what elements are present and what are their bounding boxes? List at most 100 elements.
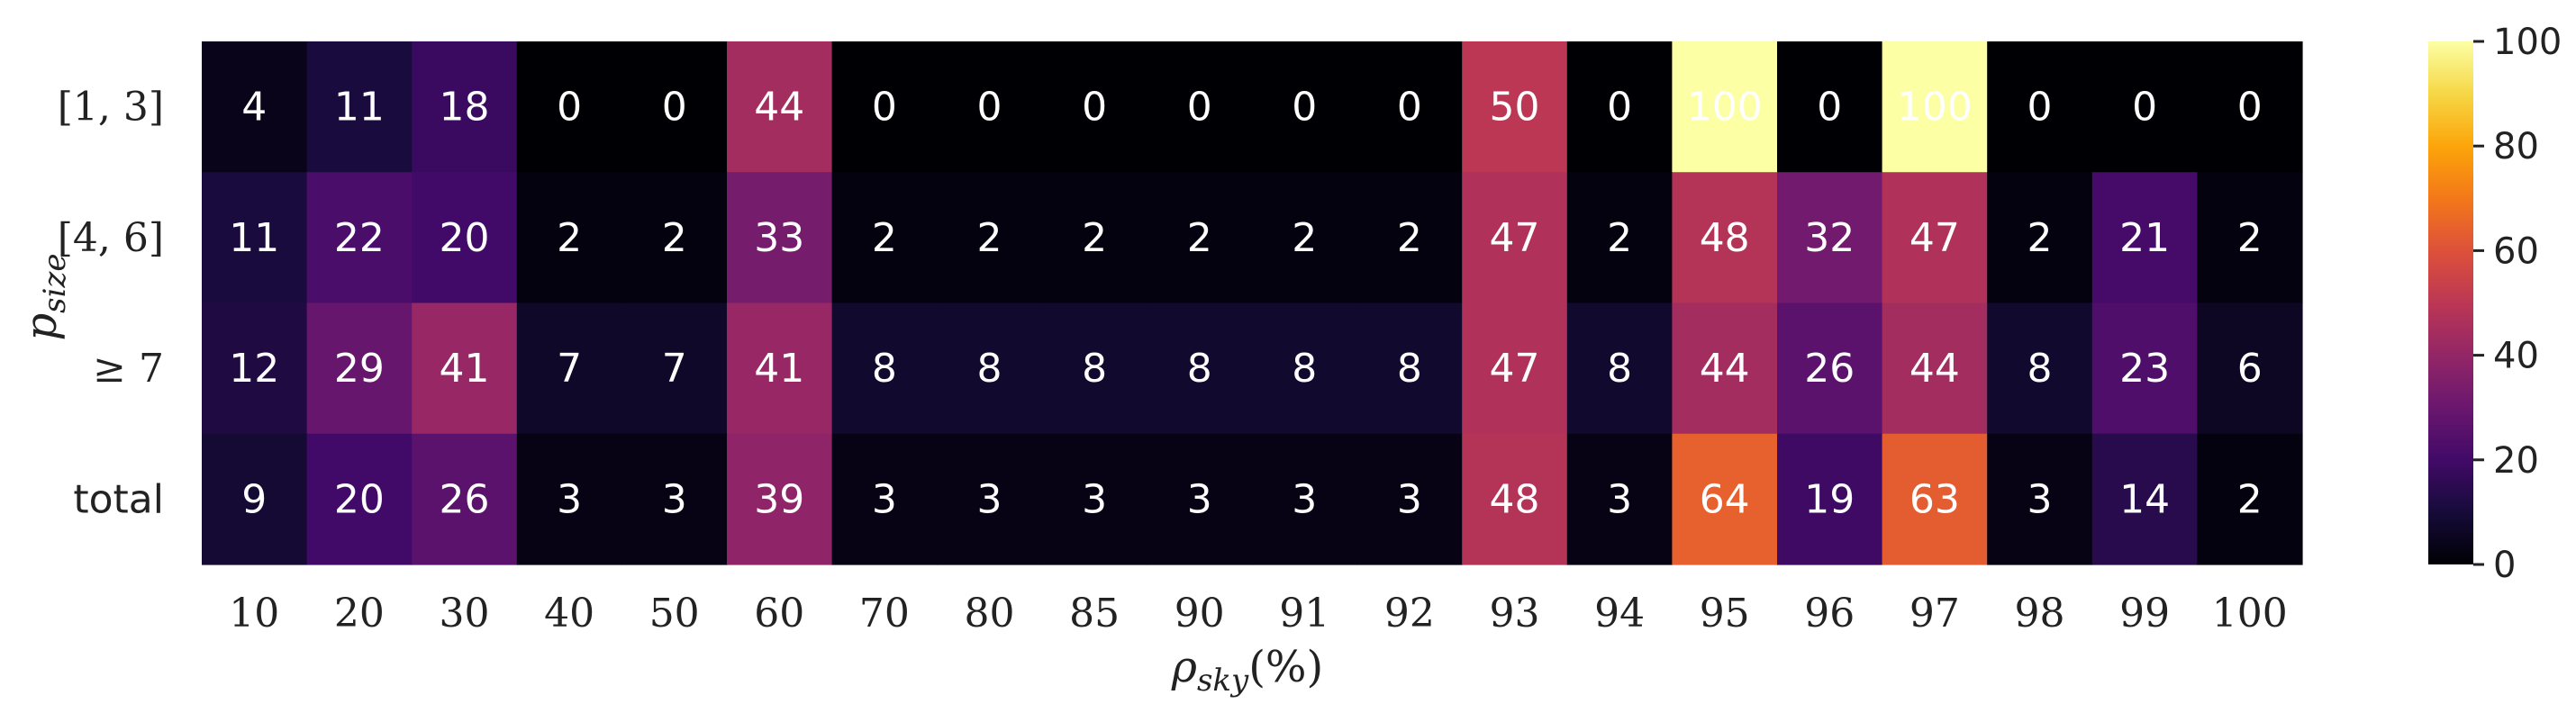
heatmap-cell: [516, 433, 622, 565]
heatmap-cell: [2091, 41, 2198, 173]
heatmap-cell: [412, 433, 518, 565]
heatmap-cell: [1672, 41, 1778, 173]
heatmap-cell: [1147, 172, 1253, 304]
cell-value-label: 2: [1607, 215, 1632, 261]
colorbar-tick-label: 0: [2493, 545, 2516, 586]
heatmap-cell: [412, 172, 518, 304]
cell-value-label: 44: [1909, 346, 1960, 392]
heatmap-cell: [1882, 433, 1988, 565]
cell-value-label: 32: [1804, 215, 1855, 261]
heatmap-cell: [1672, 433, 1778, 565]
cell-value-label: 8: [1607, 346, 1632, 392]
cell-value-label: 2: [1397, 215, 1422, 261]
cell-value-label: 0: [1082, 85, 1107, 131]
heatmap-cell: [1147, 41, 1253, 173]
heatmap-cell: [1987, 302, 2093, 435]
cell-value-label: 11: [334, 85, 385, 131]
cell-value-label: 3: [1292, 476, 1317, 522]
heatmap-cell: [1356, 302, 1463, 435]
heatmap-cell: [1356, 41, 1463, 173]
heatmap-cell: [1462, 172, 1568, 304]
heatmap-cell: [1987, 172, 2093, 304]
heatmap-cell: [831, 433, 938, 565]
y-tick-label: ≥ 7: [93, 346, 164, 392]
heatmap-cell: [1777, 302, 1883, 435]
heatmap-cell: [727, 41, 833, 173]
heatmap-cell: [1356, 172, 1463, 304]
cell-value-label: 23: [2119, 346, 2170, 392]
heatmap-cell: [727, 433, 833, 565]
cell-value-label: 8: [872, 346, 897, 392]
cell-value-label: 3: [2027, 476, 2053, 522]
cell-value-label: 3: [557, 476, 582, 522]
heatmap-cell: [202, 302, 308, 435]
heatmap-cell: [1566, 302, 1673, 435]
cell-value-label: 8: [2027, 346, 2053, 392]
heatmap-cell: [1566, 172, 1673, 304]
heatmap-cell: [621, 433, 728, 565]
x-tick-label: 30: [440, 591, 490, 636]
heatmap-cell: [2091, 172, 2198, 304]
cell-value-label: 2: [1187, 215, 1212, 261]
cell-value-label: 3: [1607, 476, 1632, 522]
cell-value-label: 20: [334, 476, 385, 522]
y-tick-label: total: [73, 476, 164, 522]
colorbar-gradient: [2428, 41, 2473, 564]
cell-value-label: 3: [872, 476, 897, 522]
heatmap-cell: [2091, 302, 2198, 435]
x-tick-label: 100: [2212, 591, 2288, 636]
cell-value-label: 8: [977, 346, 1002, 392]
heatmap-cell: [2197, 433, 2303, 565]
cell-value-label: 47: [1490, 215, 1540, 261]
heatmap-cell: [516, 302, 622, 435]
heatmap-cell-labels: 4 11 18 0 0 44 0 0 0 0 0 0 50 0 100 0 100 0 0 011 22 20 2 2 33 2 2…: [229, 85, 2262, 523]
heatmap-cell: [1462, 41, 1568, 173]
cell-value-label: 50: [1490, 85, 1540, 131]
cell-value-label: 8: [1187, 346, 1212, 392]
cell-value-label: 0: [1292, 85, 1317, 131]
colorbar: 0 20 40 60 80 100: [2428, 22, 2562, 586]
heatmap-cell: [1882, 302, 1988, 435]
cell-value-label: 0: [557, 85, 582, 131]
heatmap-cell: [306, 433, 413, 565]
cell-value-label: 2: [2237, 476, 2263, 522]
heatmap-cell: [306, 172, 413, 304]
cell-value-label: 47: [1909, 215, 1960, 261]
heatmap-cell: [937, 433, 1043, 565]
cell-value-label: 26: [1804, 346, 1855, 392]
cell-value-label: 29: [334, 346, 385, 392]
x-tick-label: 95: [1700, 591, 1750, 636]
heatmap-cell: [1041, 172, 1147, 304]
heatmap-cell: [621, 41, 728, 173]
heatmap-cell: [1566, 41, 1673, 173]
colorbar-tick-label: 20: [2493, 440, 2539, 482]
cell-value-label: 0: [977, 85, 1002, 131]
cell-value-label: 41: [440, 346, 490, 392]
heatmap-cell: [1777, 433, 1883, 565]
cell-value-label: 8: [1082, 346, 1107, 392]
heatmap-cell: [727, 172, 833, 304]
heatmap-cell: [202, 433, 308, 565]
heatmap-cell: [1987, 41, 2093, 173]
cell-value-label: 2: [1292, 215, 1317, 261]
cell-value-label: 21: [2119, 215, 2170, 261]
x-tick-label: 96: [1804, 591, 1855, 636]
cell-value-label: 19: [1804, 476, 1855, 522]
heatmap-cell: [1252, 41, 1358, 173]
x-tick-label: 40: [544, 591, 594, 636]
heatmap-cell: [1356, 433, 1463, 565]
heatmap-cell: [2197, 41, 2303, 173]
colorbar-ticks: 0 20 40 60 80 100: [2473, 22, 2562, 586]
cell-value-label: 14: [2119, 476, 2170, 522]
cell-value-label: 2: [977, 215, 1002, 261]
x-tick-label: 98: [2015, 591, 2065, 636]
cell-value-label: 6: [2237, 346, 2263, 392]
cell-value-label: 2: [662, 215, 687, 261]
cell-value-label: 3: [1397, 476, 1422, 522]
cell-value-label: 2: [557, 215, 582, 261]
heatmap-cell: [831, 172, 938, 304]
cell-value-label: 100: [1897, 85, 1973, 131]
cell-value-label: 0: [1187, 85, 1212, 131]
colorbar-tick-label: 60: [2493, 230, 2539, 272]
